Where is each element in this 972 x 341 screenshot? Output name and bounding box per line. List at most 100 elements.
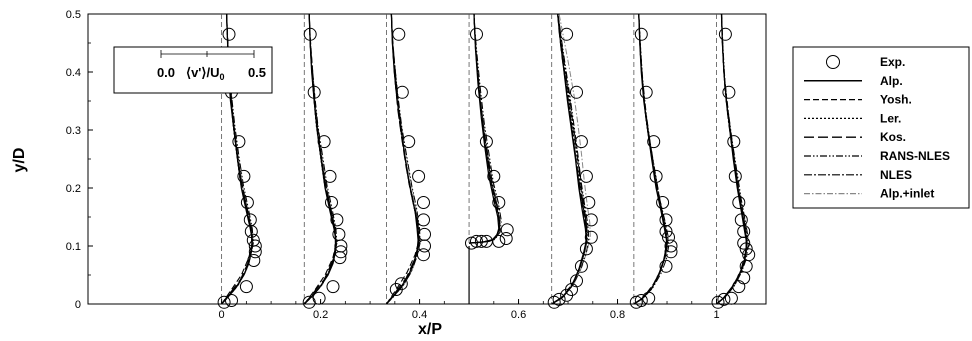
exp-point-1-7 [739, 242, 753, 256]
exp-point-0-0 [217, 295, 231, 309]
exp-point-0-333-3 [418, 239, 431, 253]
legend-label-rans-nles: RANS-NLES [880, 149, 950, 163]
exp-point-1-5 [739, 259, 753, 273]
exp-point-0-833-13 [634, 27, 648, 41]
exp-point-0-5-8 [487, 169, 501, 183]
scale-quantity-label: ⟨v'⟩/U0 [186, 65, 224, 82]
exp-point-0-167-9 [323, 169, 337, 183]
legend-label-ler: Ler. [880, 111, 901, 125]
exp-point-0-13 [222, 27, 236, 41]
curve-ler-0-667 [551, 13, 588, 305]
exp-point-0-333-2 [417, 248, 430, 262]
exp-point-0-833-11 [647, 135, 661, 149]
exp-point-0-667-8 [584, 213, 598, 227]
x-tick-label: 0.2 [313, 309, 328, 321]
exp-point-0-333-7 [412, 169, 426, 183]
exp-point-0-833-9 [656, 196, 670, 209]
exp-point-0-833-4 [664, 245, 678, 259]
legend-label-yosh: Yosh. [880, 93, 912, 107]
profile-scale-box: 0.0 0.5 ⟨v'⟩/U0 [113, 46, 273, 94]
exp-point-0-167-6 [332, 227, 346, 241]
exp-point-0-333-1 [394, 277, 408, 291]
y-tick-label: 0 [75, 299, 81, 311]
exp-point-0-667-6 [579, 242, 593, 256]
exp-point-0-167-2 [326, 280, 340, 294]
exp-point-0-667-12 [570, 85, 583, 99]
exp-point-0-833-12 [639, 85, 653, 99]
legend-swatch-exp [826, 55, 840, 69]
exp-point-0-333-5 [417, 213, 430, 227]
exp-point-1-4 [737, 271, 751, 285]
exp-point-0-167-7 [330, 213, 344, 227]
exp-point-0-2 [239, 280, 253, 294]
legend-label-exp: Exp. [880, 55, 905, 69]
exp-point-0-833-8 [659, 213, 673, 227]
scale-quantity-text: ⟨v'⟩/U [186, 65, 219, 80]
exp-point-0-167-10 [317, 135, 331, 149]
exp-point-1-1 [717, 292, 731, 306]
exp-point-1-6 [742, 248, 756, 262]
curve-rans-nles-0-333 [386, 13, 421, 305]
exp-point-0-7 [244, 225, 258, 238]
exp-point-0-833-2 [642, 291, 656, 305]
curve-yosh-0-667 [551, 13, 587, 305]
x-axis: 0 0.2 0.4 0.6 0.8 1 [219, 299, 720, 321]
exp-point-0-333-9 [395, 85, 409, 99]
exp-point-0-5-9 [479, 135, 493, 149]
curve-rans-nles-0-667 [551, 13, 590, 305]
exp-point-0-5-4 [492, 234, 506, 248]
curve-yosh-1 [716, 13, 748, 305]
x-tick-label: 0.8 [610, 309, 625, 321]
exp-point-0-667-7 [584, 230, 598, 244]
scale-to-label: 0.5 [248, 65, 266, 80]
y-axis-title: y/D [11, 148, 28, 173]
legend-label-nles: NLES [880, 168, 912, 182]
y-tick-label: 0.3 [66, 125, 81, 137]
exp-point-0-167-5 [334, 239, 348, 253]
exp-point-1-14 [722, 85, 736, 99]
exp-point-0-5-7 [492, 196, 506, 209]
exp-point-0-667-9 [582, 196, 596, 209]
exp-point-1-2 [724, 291, 738, 305]
exp-point-0-333-4 [418, 227, 431, 241]
exp-point-1-8 [737, 236, 751, 250]
curve-alp-0-333 [385, 13, 419, 305]
exp-point-0-1 [225, 294, 238, 307]
legend: Exp. Alp. Yosh. Ler. Kos. RANS-NLES NLES Alp.+i… [792, 46, 970, 209]
exp-point-1-10 [734, 213, 748, 227]
y-tick-label: 0.5 [66, 9, 81, 21]
exp-point-0-167-12 [303, 27, 317, 41]
curve-yosh-0-333 [385, 13, 420, 305]
exp-point-1-13 [727, 135, 741, 149]
curve-alp-0-833 [633, 13, 668, 305]
y-axis: 0 0.1 0.2 0.3 0.4 0.5 [66, 9, 93, 311]
exp-point-1-0 [711, 295, 725, 309]
exp-point-0-667-11 [574, 135, 588, 149]
exp-point-0-667-5 [574, 259, 588, 273]
curve-alp-inlet-1 [716, 13, 748, 305]
exp-point-0-667-4 [570, 274, 583, 288]
exp-point-1-11 [732, 196, 746, 209]
exp-point-1-15 [718, 27, 732, 41]
exp-point-0-167-1 [312, 291, 326, 305]
exp-point-0-833-1 [634, 294, 648, 307]
y-tick-label: 0.4 [66, 67, 81, 79]
scale-from-label: 0.0 [157, 65, 175, 80]
exp-point-0-5-10 [474, 85, 488, 99]
exp-point-0-5-11 [470, 27, 483, 41]
legend-label-alp-inlet: Alp.+inlet [880, 187, 934, 201]
exp-point-0-167-8 [325, 196, 338, 209]
exp-point-0-833-3 [659, 259, 673, 273]
exp-point-0-8 [243, 213, 257, 227]
exp-point-0-333-6 [417, 196, 430, 209]
exp-point-0-6 [246, 233, 260, 247]
exp-point-0-9 [240, 196, 254, 209]
exp-point-0-5-3 [479, 234, 493, 248]
exp-point-0-833-10 [649, 169, 663, 183]
exp-point-0-5-5 [499, 232, 513, 245]
exp-point-0-667-13 [560, 27, 574, 41]
exp-point-0-667-10 [579, 169, 593, 183]
exp-point-0-5-6 [500, 223, 514, 237]
exp-point-0-5 [248, 239, 262, 253]
